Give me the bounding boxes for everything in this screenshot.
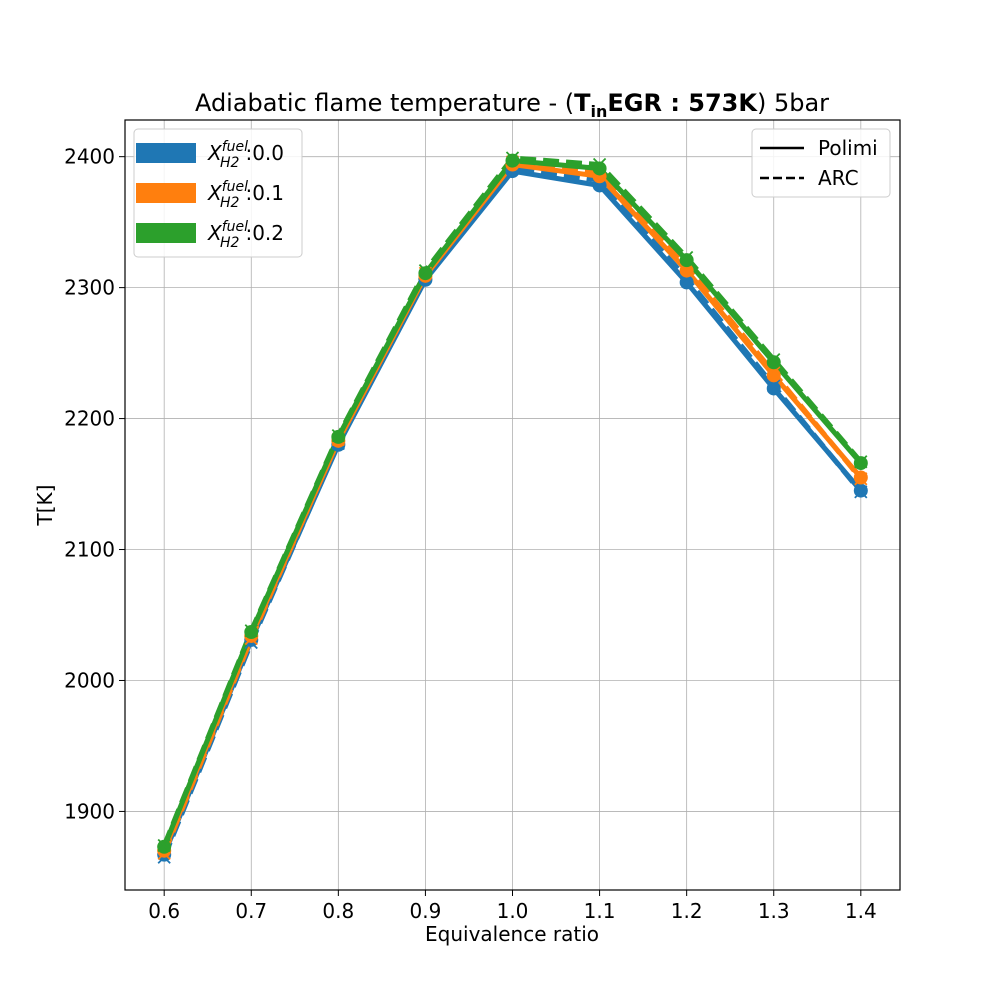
point-arc-fuel-0.2 xyxy=(854,455,868,469)
y-tick-label: 1900 xyxy=(64,799,115,823)
point-polimi-fuel-0.0 xyxy=(853,483,868,498)
x-axis-label: Equivalence ratio xyxy=(425,922,599,946)
point-polimi-fuel-0.2 xyxy=(505,153,520,168)
x-tick-label: 0.8 xyxy=(322,899,354,923)
legend-swatch-fuel-0 xyxy=(136,143,196,163)
legend-fuel: Xfuel H2:0.0 Xfuel H2:0.1 Xfuel H2:0.2 xyxy=(133,128,303,258)
point-arc-fuel-0.0 xyxy=(767,379,781,393)
point-polimi-fuel-0.2 xyxy=(331,429,346,444)
y-tick-label: 2200 xyxy=(64,407,115,431)
point-arc-fuel-0.2 xyxy=(767,353,781,367)
x-tick-label: 1.3 xyxy=(758,899,790,923)
x-tick-label: 1.0 xyxy=(497,899,529,923)
point-polimi-fuel-0.1 xyxy=(853,470,868,485)
y-tick-label: 2100 xyxy=(64,538,115,562)
point-arc-fuel-0.2 xyxy=(157,838,171,853)
point-arc-fuel-0.2 xyxy=(331,428,345,443)
legend-model-box xyxy=(751,128,891,198)
legend-label-arc: ARC xyxy=(818,166,859,190)
point-arc-fuel-0.2 xyxy=(244,624,258,638)
point-polimi-fuel-0.2 xyxy=(418,266,433,281)
point-polimi-fuel-0.2 xyxy=(766,355,781,370)
point-arc-fuel-0.2 xyxy=(680,250,694,265)
chart-title: Adiabatic flame temperature - (TinEGR : … xyxy=(195,89,829,121)
legend-label-fuel-2: Xfuel H2:0.2 xyxy=(207,219,284,251)
x-tick-label: 1.2 xyxy=(671,899,703,923)
point-arc-fuel-0.2 xyxy=(505,151,520,165)
point-polimi-fuel-0.1 xyxy=(766,368,781,383)
point-arc-fuel-0.0 xyxy=(854,485,868,499)
y-tick-label: 2300 xyxy=(64,276,115,300)
point-arc-fuel-0.1 xyxy=(767,366,781,380)
point-polimi-fuel-0.2 xyxy=(157,839,172,854)
legend-model: Polimi ARC xyxy=(751,128,891,198)
point-arc-fuel-0.2 xyxy=(592,157,607,172)
point-polimi-fuel-0.2 xyxy=(244,625,259,640)
point-polimi-fuel-0.2 xyxy=(679,253,694,268)
legend-label-fuel-1: Xfuel H2:0.1 xyxy=(207,179,284,211)
x-tick-label: 0.6 xyxy=(148,899,180,923)
point-polimi-fuel-0.1 xyxy=(679,263,694,278)
legend-swatch-fuel-2 xyxy=(136,223,196,243)
point-arc-fuel-0.1 xyxy=(854,472,868,486)
point-polimi-fuel-0.0 xyxy=(766,381,781,396)
y-axis-ticks: 1900 2000 2100 2200 2300 2400 xyxy=(64,145,125,823)
legend-label-fuel-0: Xfuel H2:0.0 xyxy=(207,139,284,171)
series-layer xyxy=(157,151,868,864)
x-tick-label: 1.4 xyxy=(845,899,877,923)
legend-label-polimi: Polimi xyxy=(818,136,878,160)
x-tick-label: 1.1 xyxy=(584,899,616,923)
x-axis-ticks: 0.6 0.7 0.8 0.9 1.0 1.1 1.2 1.3 1.4 xyxy=(148,890,877,923)
x-tick-label: 0.9 xyxy=(410,899,442,923)
point-polimi-fuel-0.2 xyxy=(853,456,868,471)
legend-swatch-fuel-1 xyxy=(136,183,196,203)
y-axis-label: T[K] xyxy=(33,485,57,527)
point-arc-fuel-0.2 xyxy=(418,263,433,278)
point-polimi-fuel-0.0 xyxy=(679,275,694,290)
x-tick-label: 0.7 xyxy=(235,899,267,923)
y-tick-label: 2000 xyxy=(64,668,115,692)
y-tick-label: 2400 xyxy=(64,145,115,169)
point-polimi-fuel-0.2 xyxy=(592,161,607,176)
